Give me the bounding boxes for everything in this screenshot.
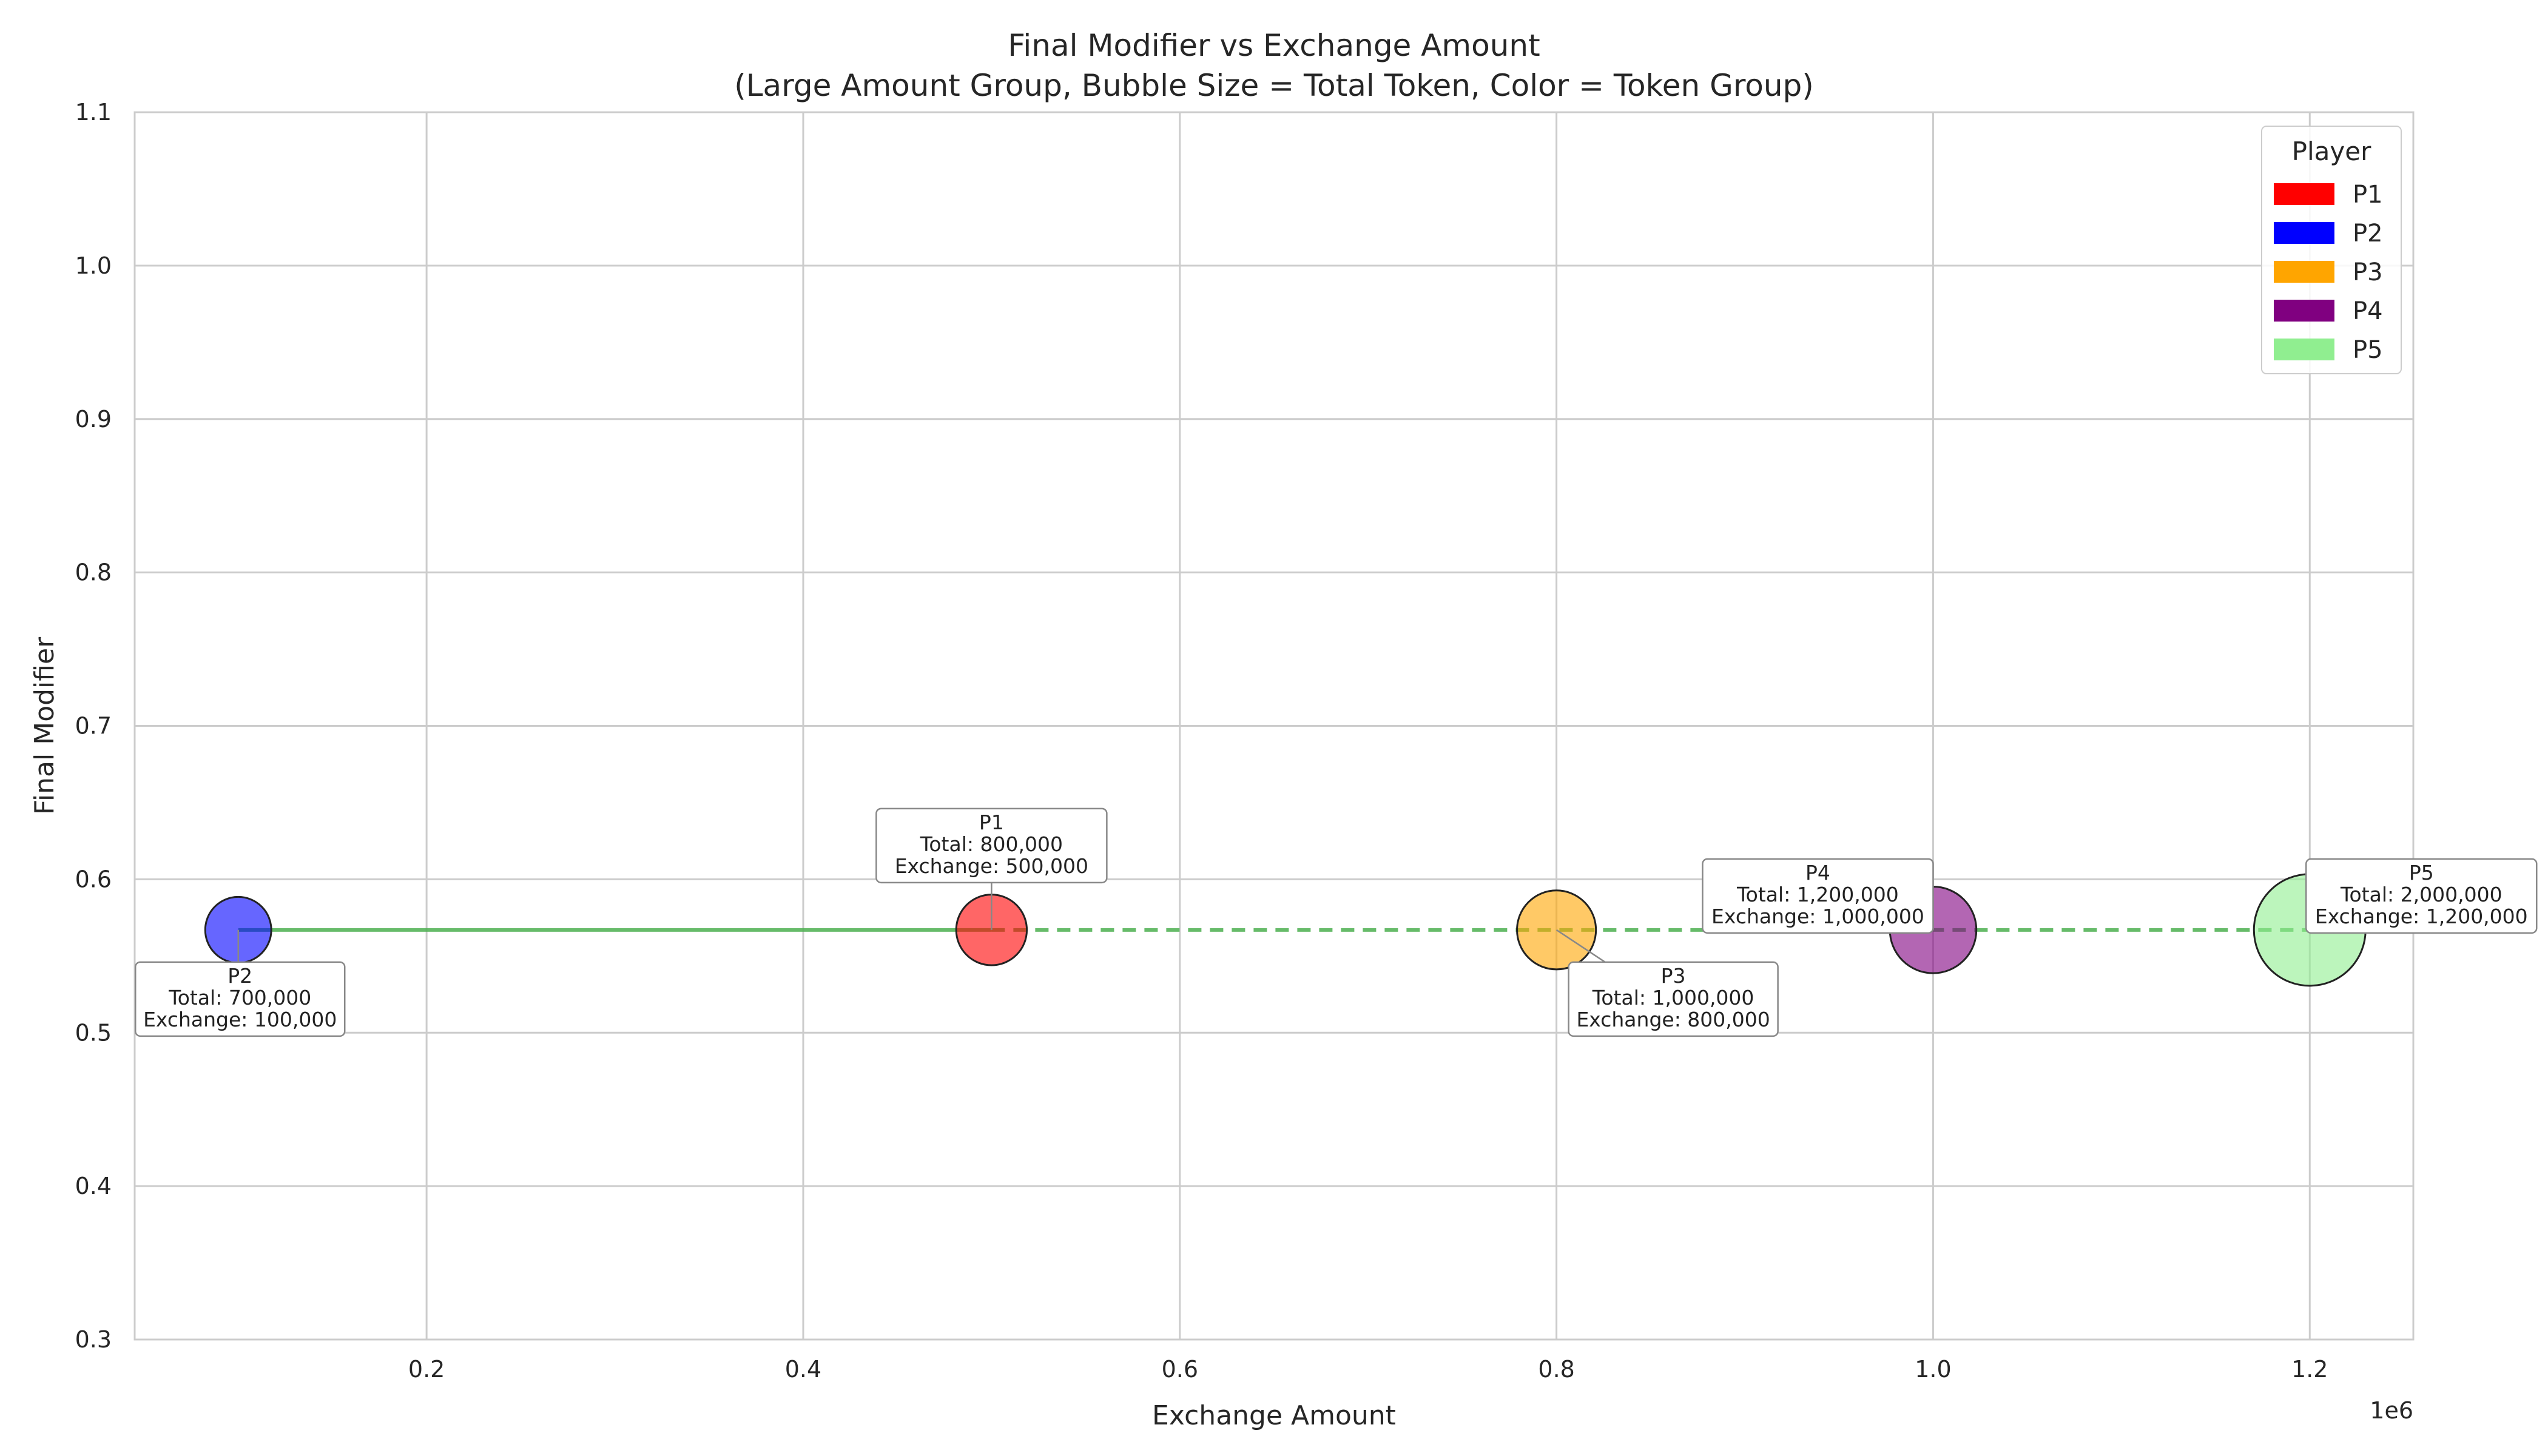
annotation-text: Exchange: 1,000,000 xyxy=(1711,905,1924,928)
annotation-text: Total: 700,000 xyxy=(168,986,311,1009)
legend-swatch-p2 xyxy=(2274,222,2334,244)
grid xyxy=(135,111,2413,1341)
annotation-text: Total: 2,000,000 xyxy=(2340,883,2502,906)
annotation-box xyxy=(1702,858,1934,934)
y-axis-label: Final Modifier xyxy=(29,636,60,815)
y-tick-label: 1.0 xyxy=(75,252,112,279)
legend-swatch-p5 xyxy=(2274,339,2334,360)
annotation-text: P2 xyxy=(228,964,252,988)
y-tick-label: 0.6 xyxy=(75,866,112,892)
chart-subtitle: (Large Amount Group, Bubble Size = Total… xyxy=(734,68,1814,103)
x-axis-offset-text: 1e6 xyxy=(2370,1397,2413,1424)
legend-entries: P1 P2 P3 P4 P5 xyxy=(2274,181,2383,364)
annotation-text: Exchange: 1,200,000 xyxy=(2315,905,2528,928)
annotation-text: P3 xyxy=(1661,964,1686,988)
annotation-box xyxy=(875,807,1108,884)
legend-label-p2: P2 xyxy=(2353,220,2383,248)
tick-labels: 0.2 0.4 0.6 0.8 1.0 1.2 0.3 0.4 0.5 0.6 0.7 0.8 0.9 1… xyxy=(75,99,2328,1383)
annotation-text: Exchange: 100,000 xyxy=(143,1008,337,1031)
annotation-text: Exchange: 500,000 xyxy=(895,854,1088,878)
annotation-text: Total: 1,200,000 xyxy=(1736,883,1899,906)
annotation-box xyxy=(134,961,346,1037)
x-axis-label: Exchange Amount xyxy=(1152,1400,1396,1431)
legend-title: Player xyxy=(2292,136,2371,166)
y-tick-label: 0.7 xyxy=(75,713,112,740)
x-tick-label: 0.6 xyxy=(1162,1356,1198,1383)
legend-label-p3: P3 xyxy=(2353,258,2383,286)
y-tick-label: 0.9 xyxy=(75,406,112,433)
x-tick-label: 0.2 xyxy=(408,1356,445,1383)
legend-label-p4: P4 xyxy=(2353,297,2383,325)
legend-label-p1: P1 xyxy=(2353,181,2383,209)
legend-label-p5: P5 xyxy=(2353,336,2383,364)
annotation-text: P5 xyxy=(2409,861,2434,885)
annotation-text: P1 xyxy=(979,811,1004,834)
y-tick-label: 1.1 xyxy=(75,99,112,126)
x-tick-label: 0.8 xyxy=(1538,1356,1574,1383)
annotation-text: Exchange: 800,000 xyxy=(1576,1008,1770,1031)
plot-area xyxy=(133,111,2415,1341)
annotation-text: P4 xyxy=(1805,861,1830,885)
x-tick-label: 1.2 xyxy=(2291,1356,2328,1383)
legend-swatch-p4 xyxy=(2274,300,2334,322)
annotation-arrow xyxy=(1555,929,1606,963)
annotation-box xyxy=(1568,961,1779,1037)
x-tick-label: 1.0 xyxy=(1915,1356,1951,1383)
y-tick-label: 0.8 xyxy=(75,559,112,586)
legend-swatch-p3 xyxy=(2274,261,2334,283)
annotation-box xyxy=(2305,858,2538,934)
y-tick-label: 0.5 xyxy=(75,1019,112,1046)
annotation-text: Total: 1,000,000 xyxy=(1592,986,1754,1009)
legend: Player P1 P2 P3 P4 P5 xyxy=(2261,126,2402,374)
annotation-text: Total: 800,000 xyxy=(920,832,1063,856)
x-tick-label: 0.4 xyxy=(785,1356,821,1383)
y-tick-label: 0.4 xyxy=(75,1173,112,1199)
chart-title: Final Modifier vs Exchange Amount xyxy=(1008,28,1540,63)
legend-swatch-p1 xyxy=(2274,183,2334,205)
y-tick-label: 0.3 xyxy=(75,1326,112,1353)
